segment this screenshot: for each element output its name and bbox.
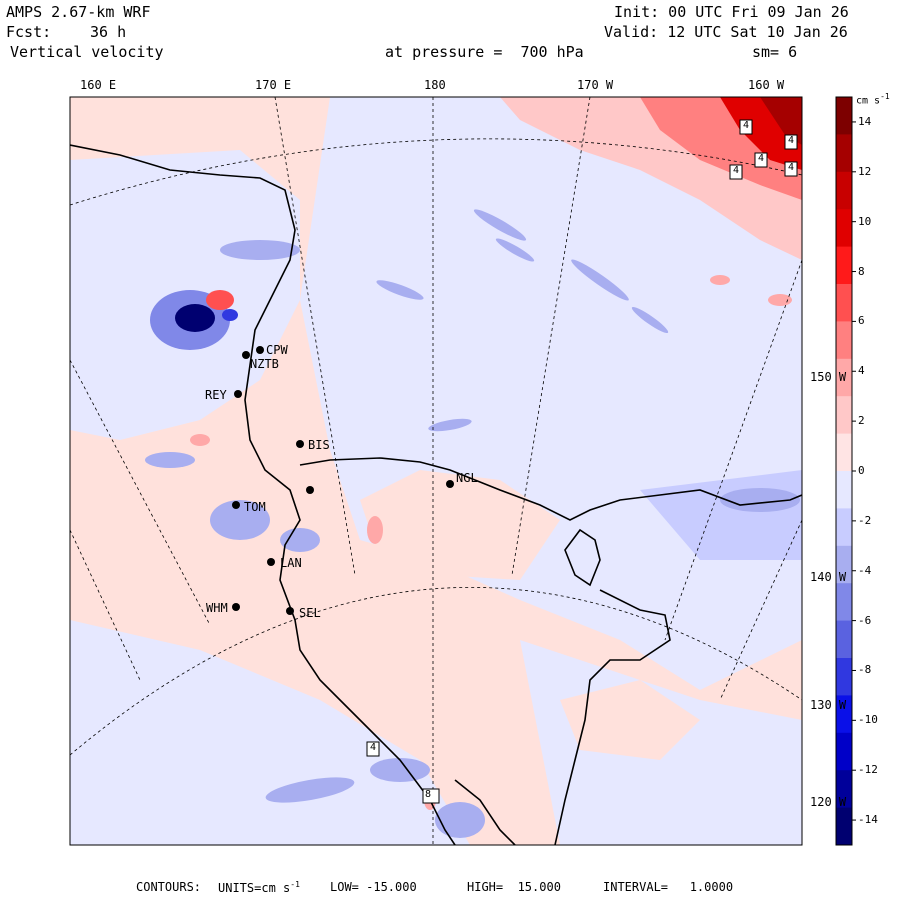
lon-label-170w: 170 W bbox=[577, 78, 614, 92]
negative-core-ross-island-2 bbox=[175, 304, 215, 332]
footer-high: HIGH= 15.000 bbox=[467, 880, 561, 894]
positive-patch-se bbox=[560, 680, 700, 760]
smoothing: sm= 6 bbox=[752, 43, 798, 61]
colorbar-tick-label: 4 bbox=[858, 364, 865, 378]
colorbar-swatch bbox=[836, 583, 852, 622]
colorbar-swatch bbox=[836, 358, 852, 397]
colorbar-swatch bbox=[836, 471, 852, 509]
map-frame bbox=[69, 96, 803, 846]
positive-core-ne-3 bbox=[760, 97, 802, 145]
colorbar-swatch bbox=[836, 396, 852, 435]
lon-label-130w: 130 W bbox=[810, 698, 847, 712]
contour-label: 4 bbox=[733, 165, 740, 176]
colorbar-swatch bbox=[836, 695, 852, 734]
negative-streaks bbox=[145, 209, 800, 838]
colorbar-tick-label: 6 bbox=[858, 314, 865, 328]
contour-label: 4 bbox=[758, 153, 765, 164]
contour-label-boxes bbox=[366, 119, 798, 804]
colorbar-units: cm s-1 bbox=[856, 92, 890, 107]
station-label-sel: SEL bbox=[299, 606, 321, 620]
colorbar-swatch bbox=[836, 807, 852, 846]
negative-cell-ross-island bbox=[222, 309, 238, 321]
map-field bbox=[70, 97, 802, 845]
colorbar-tick-label: -2 bbox=[858, 513, 872, 527]
station-label-ngl: NGL bbox=[456, 471, 478, 485]
colorbar-tick-label: 14 bbox=[858, 114, 872, 128]
valid-time: Valid: 12 UTC Sat 10 Jan 26 bbox=[604, 23, 848, 41]
colorbar-swatch bbox=[836, 284, 852, 322]
footer-units: UNITS=cm s-1 bbox=[218, 880, 300, 895]
colorbar-swatch bbox=[836, 732, 852, 771]
footer-interval: INTERVAL= 1.0000 bbox=[603, 880, 734, 894]
contour-label: 4 bbox=[788, 135, 795, 146]
colorbar-swatch bbox=[836, 134, 852, 173]
colorbar-tick-label: -10 bbox=[858, 713, 878, 727]
station-label-nztb: NZTB bbox=[250, 357, 279, 371]
colorbar-frame bbox=[835, 96, 853, 846]
colorbar bbox=[836, 97, 856, 846]
colorbar-swatch bbox=[836, 209, 852, 248]
colorbar-tick-label: 8 bbox=[858, 264, 865, 278]
colorbar-tick-label: 0 bbox=[858, 464, 865, 477]
lon-label-160e: 160 E bbox=[80, 78, 117, 92]
negative-region-southwest bbox=[70, 620, 470, 845]
fcst-label: Fcst: bbox=[6, 23, 52, 41]
contour-label: 8 bbox=[425, 789, 432, 800]
station-dots bbox=[232, 346, 454, 615]
colorbar-swatch bbox=[836, 321, 852, 360]
station-label-cpw: CPW bbox=[266, 343, 288, 357]
colorbar-swatch bbox=[836, 620, 852, 659]
coastline bbox=[70, 144, 802, 845]
lon-label-170e: 170 E bbox=[255, 78, 292, 92]
colorbar-swatch bbox=[836, 508, 852, 547]
station-label-whm: WHM bbox=[206, 601, 228, 615]
pressure-level: at pressure = 700 hPa bbox=[385, 43, 584, 61]
colorbar-swatch bbox=[836, 246, 852, 285]
station-label-bis: BIS bbox=[308, 438, 330, 452]
graticule bbox=[70, 97, 802, 845]
init-time: Init: 00 UTC Fri 09 Jan 26 bbox=[614, 3, 849, 21]
colorbar-tick-label: 2 bbox=[858, 414, 865, 428]
lon-label-120w: 120 W bbox=[810, 795, 847, 809]
lon-label-140w: 140 W bbox=[810, 570, 847, 584]
positive-patch-shelf bbox=[360, 470, 560, 580]
colorbar-tick-label: -6 bbox=[858, 613, 872, 627]
colorbar-swatch bbox=[836, 658, 852, 696]
colorbar-swatch bbox=[836, 545, 852, 584]
contour-label: 4 bbox=[788, 162, 795, 173]
colorbar-tick-label: 10 bbox=[858, 214, 872, 228]
lon-label-180: 180 bbox=[424, 78, 446, 92]
colorbar-tick-label: -12 bbox=[858, 763, 878, 777]
colorbar-tick-label: -8 bbox=[858, 663, 872, 677]
footer-contours: CONTOURS: bbox=[136, 880, 202, 894]
colorbar-tick-label: -14 bbox=[858, 813, 878, 827]
colorbar-tick-label: 12 bbox=[858, 164, 872, 178]
field-name: Vertical velocity bbox=[10, 43, 164, 61]
station-label-tom: TOM bbox=[244, 500, 266, 514]
colorbar-swatch bbox=[836, 171, 852, 210]
footer-low: LOW= -15.000 bbox=[330, 880, 417, 894]
contour-label: 4 bbox=[743, 120, 750, 131]
station-label-rey: REY bbox=[205, 388, 227, 402]
colorbar-swatch bbox=[836, 433, 852, 472]
station-label-lan: LAN bbox=[280, 556, 302, 570]
model-title: AMPS 2.67-km WRF bbox=[6, 3, 151, 21]
colorbar-swatch bbox=[836, 97, 852, 135]
lon-label-150w: 150 W bbox=[810, 370, 847, 384]
colorbar-swatch bbox=[836, 770, 852, 809]
contour-label: 4 bbox=[370, 742, 377, 753]
colorbar-tick-label: -4 bbox=[858, 563, 872, 577]
fcst-value: 36 h bbox=[90, 23, 127, 41]
positive-core-ross-island bbox=[206, 290, 234, 310]
lon-label-160w: 160 W bbox=[748, 78, 785, 92]
